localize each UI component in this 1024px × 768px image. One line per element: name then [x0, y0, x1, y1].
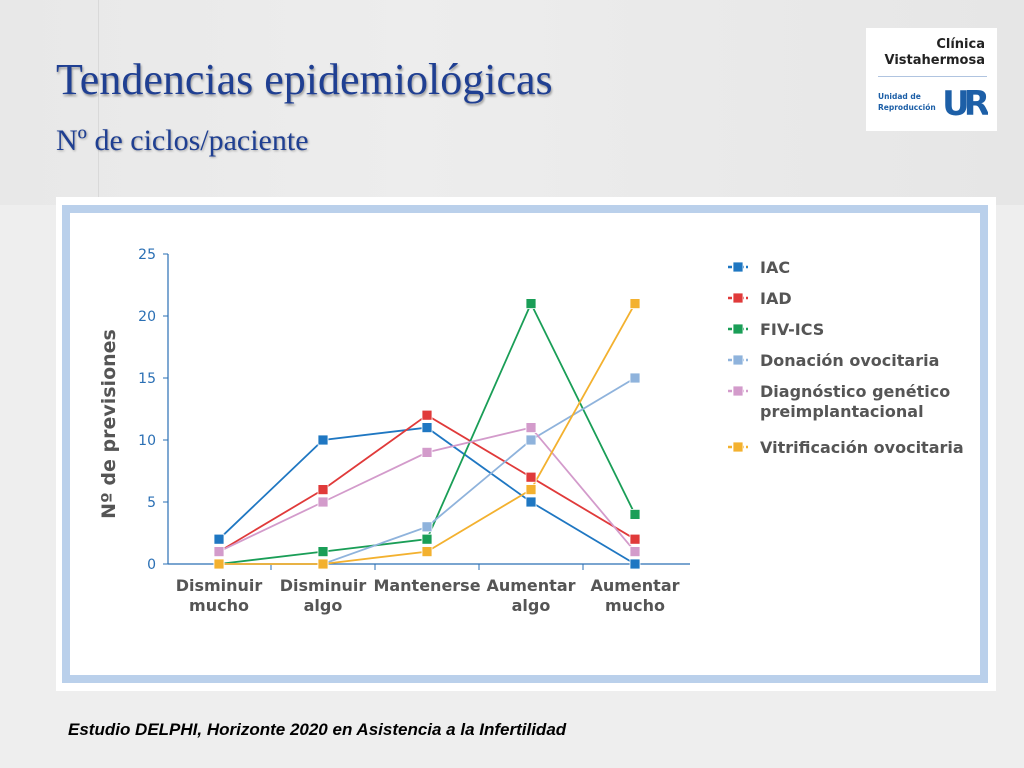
y-tick-label: 15 — [138, 371, 156, 387]
x-tick-label: Mantenerse — [373, 576, 480, 595]
data-point — [629, 372, 641, 384]
legend-label: Donación ovocitaria — [760, 351, 939, 370]
logo-unit-line-1: Unidad de — [878, 92, 921, 101]
slide-title: Tendencias epidemiológicas — [56, 55, 553, 104]
y-tick-label: 20 — [138, 309, 156, 325]
data-point — [421, 521, 433, 533]
logo-unit-name: Unidad de Reproducción — [878, 91, 940, 113]
series-line — [218, 426, 636, 553]
legend-swatch-marker — [732, 261, 744, 273]
data-point — [421, 422, 433, 434]
source-caption: Estudio DELPHI, Horizonte 2020 en Asiste… — [68, 720, 567, 739]
logo-mark-text: UR — [942, 84, 988, 120]
legend-swatch-marker — [732, 292, 744, 304]
logo-name-line-1: Clínica — [936, 37, 985, 52]
legend-label: IAC — [760, 258, 790, 277]
legend-label: Vitrificación ovocitaria — [760, 438, 964, 457]
data-point — [525, 298, 537, 309]
data-point — [629, 533, 641, 545]
slide-subtitle: Nº de ciclos/paciente — [56, 124, 309, 157]
data-point — [213, 533, 225, 545]
data-point — [421, 546, 433, 558]
data-point — [525, 471, 537, 483]
logo-unit-line-2: Reproducción — [878, 103, 936, 112]
data-point — [317, 496, 329, 508]
data-point — [317, 484, 329, 496]
data-point — [525, 434, 537, 446]
x-tick-label: Disminuir — [280, 576, 367, 595]
x-tick-label: mucho — [189, 596, 249, 615]
x-tick-label: Aumentar — [590, 576, 679, 595]
y-axis-title: Nº de previsiones — [98, 329, 120, 519]
data-point — [213, 558, 225, 570]
y-tick-label: 25 — [138, 247, 156, 263]
y-tick-label: 10 — [138, 433, 156, 449]
legend-label: Diagnóstico genético — [760, 382, 950, 401]
data-point — [629, 508, 641, 520]
legend-swatch-marker — [732, 354, 744, 366]
y-tick-label: 5 — [147, 495, 156, 511]
legend-label: IAD — [760, 289, 792, 308]
data-point — [317, 546, 329, 558]
data-point — [213, 546, 225, 558]
data-point — [525, 496, 537, 508]
header-background — [0, 0, 1024, 205]
x-tick-label: mucho — [605, 596, 665, 615]
legend-label: preimplantacional — [760, 402, 924, 421]
data-point — [629, 298, 641, 309]
chart-series-markers — [213, 298, 641, 570]
legend-swatch-marker — [732, 441, 744, 453]
data-point — [421, 409, 433, 421]
legend-label: FIV-ICS — [760, 320, 824, 339]
chart-legend: IAC IAD FIV-ICS Donación ovocitaria Diagnóst… — [728, 258, 964, 457]
data-point — [421, 533, 433, 545]
data-point — [525, 422, 537, 434]
legend-swatch-marker — [732, 385, 744, 397]
data-point — [317, 558, 329, 570]
y-tick-label: 0 — [147, 557, 156, 573]
data-point — [629, 546, 641, 558]
logo-divider — [878, 76, 987, 77]
header-divider — [98, 0, 99, 200]
legend-swatch-marker — [732, 323, 744, 335]
logo-clinic-name: Clínica Vistahermosa — [885, 37, 985, 69]
x-tick-label: algo — [304, 596, 343, 615]
x-tick-label: Disminuir — [176, 576, 263, 595]
logo-name-line-2: Vistahermosa — [884, 53, 985, 68]
clinic-logo: Clínica Vistahermosa Unidad de Reproducc… — [866, 28, 997, 131]
line-chart: 0510152025DisminuirmuchoDisminuiralgoMan… — [98, 247, 964, 615]
data-point — [629, 558, 641, 570]
x-tick-label: Aumentar — [486, 576, 575, 595]
data-point — [525, 484, 537, 496]
ur-logo-mark: UR — [941, 84, 988, 120]
x-tick-label: algo — [512, 596, 551, 615]
data-point — [317, 434, 329, 446]
data-point — [421, 446, 433, 458]
